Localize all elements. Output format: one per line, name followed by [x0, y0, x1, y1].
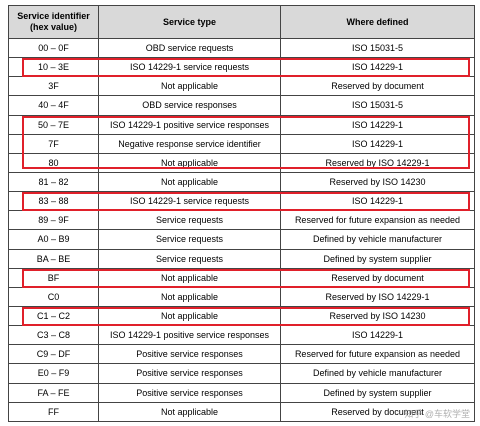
- table-cell: Not applicable: [98, 76, 281, 97]
- table-body: 00 – 0F OBD service requests ISO 15031-5 10…: [8, 37, 475, 422]
- table-cell: Defined by vehicle manufacturer: [280, 229, 475, 250]
- table-row: C3 – C8 ISO 14229-1 positive service resp…: [8, 325, 475, 346]
- table-row: C0 Not applicable Reserved by ISO 14229-1: [8, 286, 475, 307]
- table-cell: 81 – 82: [8, 171, 99, 193]
- highlight-box: [22, 58, 470, 78]
- table-row: E0 – F9 Positive service responses Defined…: [8, 363, 475, 384]
- table-row: 00 – 0F OBD service requests ISO 15031-5: [8, 37, 475, 59]
- table-row: A0 – B9 Service requests Defined by vehicl…: [8, 229, 475, 250]
- table-cell: Reserved by ISO 14230: [280, 171, 475, 193]
- table-cell: OBD service requests: [98, 37, 281, 59]
- table-cell: BA – BE: [8, 248, 99, 269]
- table-cell: Reserved by ISO 14229-1: [280, 286, 475, 307]
- header-row: Service identifier (hex value) Service t…: [8, 5, 475, 39]
- table-cell: Service requests: [98, 248, 281, 269]
- header-cell: Service identifier (hex value): [8, 5, 99, 39]
- highlight-box: [22, 307, 470, 327]
- table-cell: ISO 15031-5: [280, 37, 475, 59]
- table-cell: OBD service responses: [98, 95, 281, 116]
- table-row: FF Not applicable Reserved by document: [8, 401, 475, 422]
- highlight-box: [22, 268, 470, 288]
- table-row: FA – FE Positive service responses Defined…: [8, 382, 475, 403]
- table-cell: C0: [8, 286, 99, 307]
- table-row: 7F Negative response service identifier IS…: [8, 133, 475, 154]
- table-cell: 00 – 0F: [8, 37, 99, 59]
- table-cell: Positive service responses: [98, 344, 281, 365]
- table-cell: Defined by system supplier: [280, 382, 475, 403]
- table-cell: Not applicable: [98, 401, 281, 422]
- table-cell: Reserved for future expansion as needed: [280, 344, 475, 365]
- table-cell: Positive service responses: [98, 363, 281, 384]
- table-cell: Service requests: [98, 229, 281, 250]
- table-cell: C9 – DF: [8, 344, 99, 365]
- table-cell: 3F: [8, 76, 99, 97]
- table-row: BF Not applicable Reserved by document: [8, 267, 475, 288]
- highlight-box: [22, 115, 470, 170]
- sid-table: Service identifier (hex value) Service t…: [8, 5, 475, 422]
- table-cell: A0 – B9: [8, 229, 99, 250]
- table-row: 81 – 82 Not applicable Reserved by ISO 142…: [8, 171, 475, 193]
- table-cell: 89 – 9F: [8, 210, 99, 231]
- table-cell: Defined by system supplier: [280, 248, 475, 269]
- table-cell: C3 – C8: [8, 325, 99, 346]
- watermark: 知乎 @车软学堂: [404, 409, 470, 419]
- table-row: 89 – 9F Service requests Reserved for futu…: [8, 210, 475, 231]
- table-cell: ISO 14229-1: [280, 325, 475, 346]
- table-row: C9 – DF Positive service responses Reserve…: [8, 344, 475, 365]
- table-cell: Defined by vehicle manufacturer: [280, 363, 475, 384]
- table-cell: Reserved for future expansion as needed: [280, 210, 475, 231]
- header-cell: Where defined: [280, 5, 475, 39]
- table-row: 3F Not applicable Reserved by document: [8, 76, 475, 97]
- table-row: 40 – 4F OBD service responses ISO 15031-5: [8, 95, 475, 116]
- table-row: BA – BE Service requests Defined by system…: [8, 248, 475, 269]
- table-cell: Not applicable: [98, 286, 281, 307]
- table-cell: 40 – 4F: [8, 95, 99, 116]
- table-cell: Positive service responses: [98, 382, 281, 403]
- header-cell: Service type: [98, 5, 281, 39]
- table-cell: E0 – F9: [8, 363, 99, 384]
- table-cell: Reserved by document: [280, 76, 475, 97]
- table-cell: FA – FE: [8, 382, 99, 403]
- table-cell: FF: [8, 401, 99, 422]
- highlight-box: [22, 192, 470, 212]
- table-cell: Not applicable: [98, 171, 281, 193]
- table-cell: Reserved by document: [280, 401, 475, 422]
- table-cell: ISO 14229-1 positive service responses: [98, 325, 281, 346]
- table-cell: ISO 15031-5: [280, 95, 475, 116]
- table-cell: Service requests: [98, 210, 281, 231]
- table-row: 50 – 7E ISO 14229-1 positive service resp…: [8, 114, 475, 135]
